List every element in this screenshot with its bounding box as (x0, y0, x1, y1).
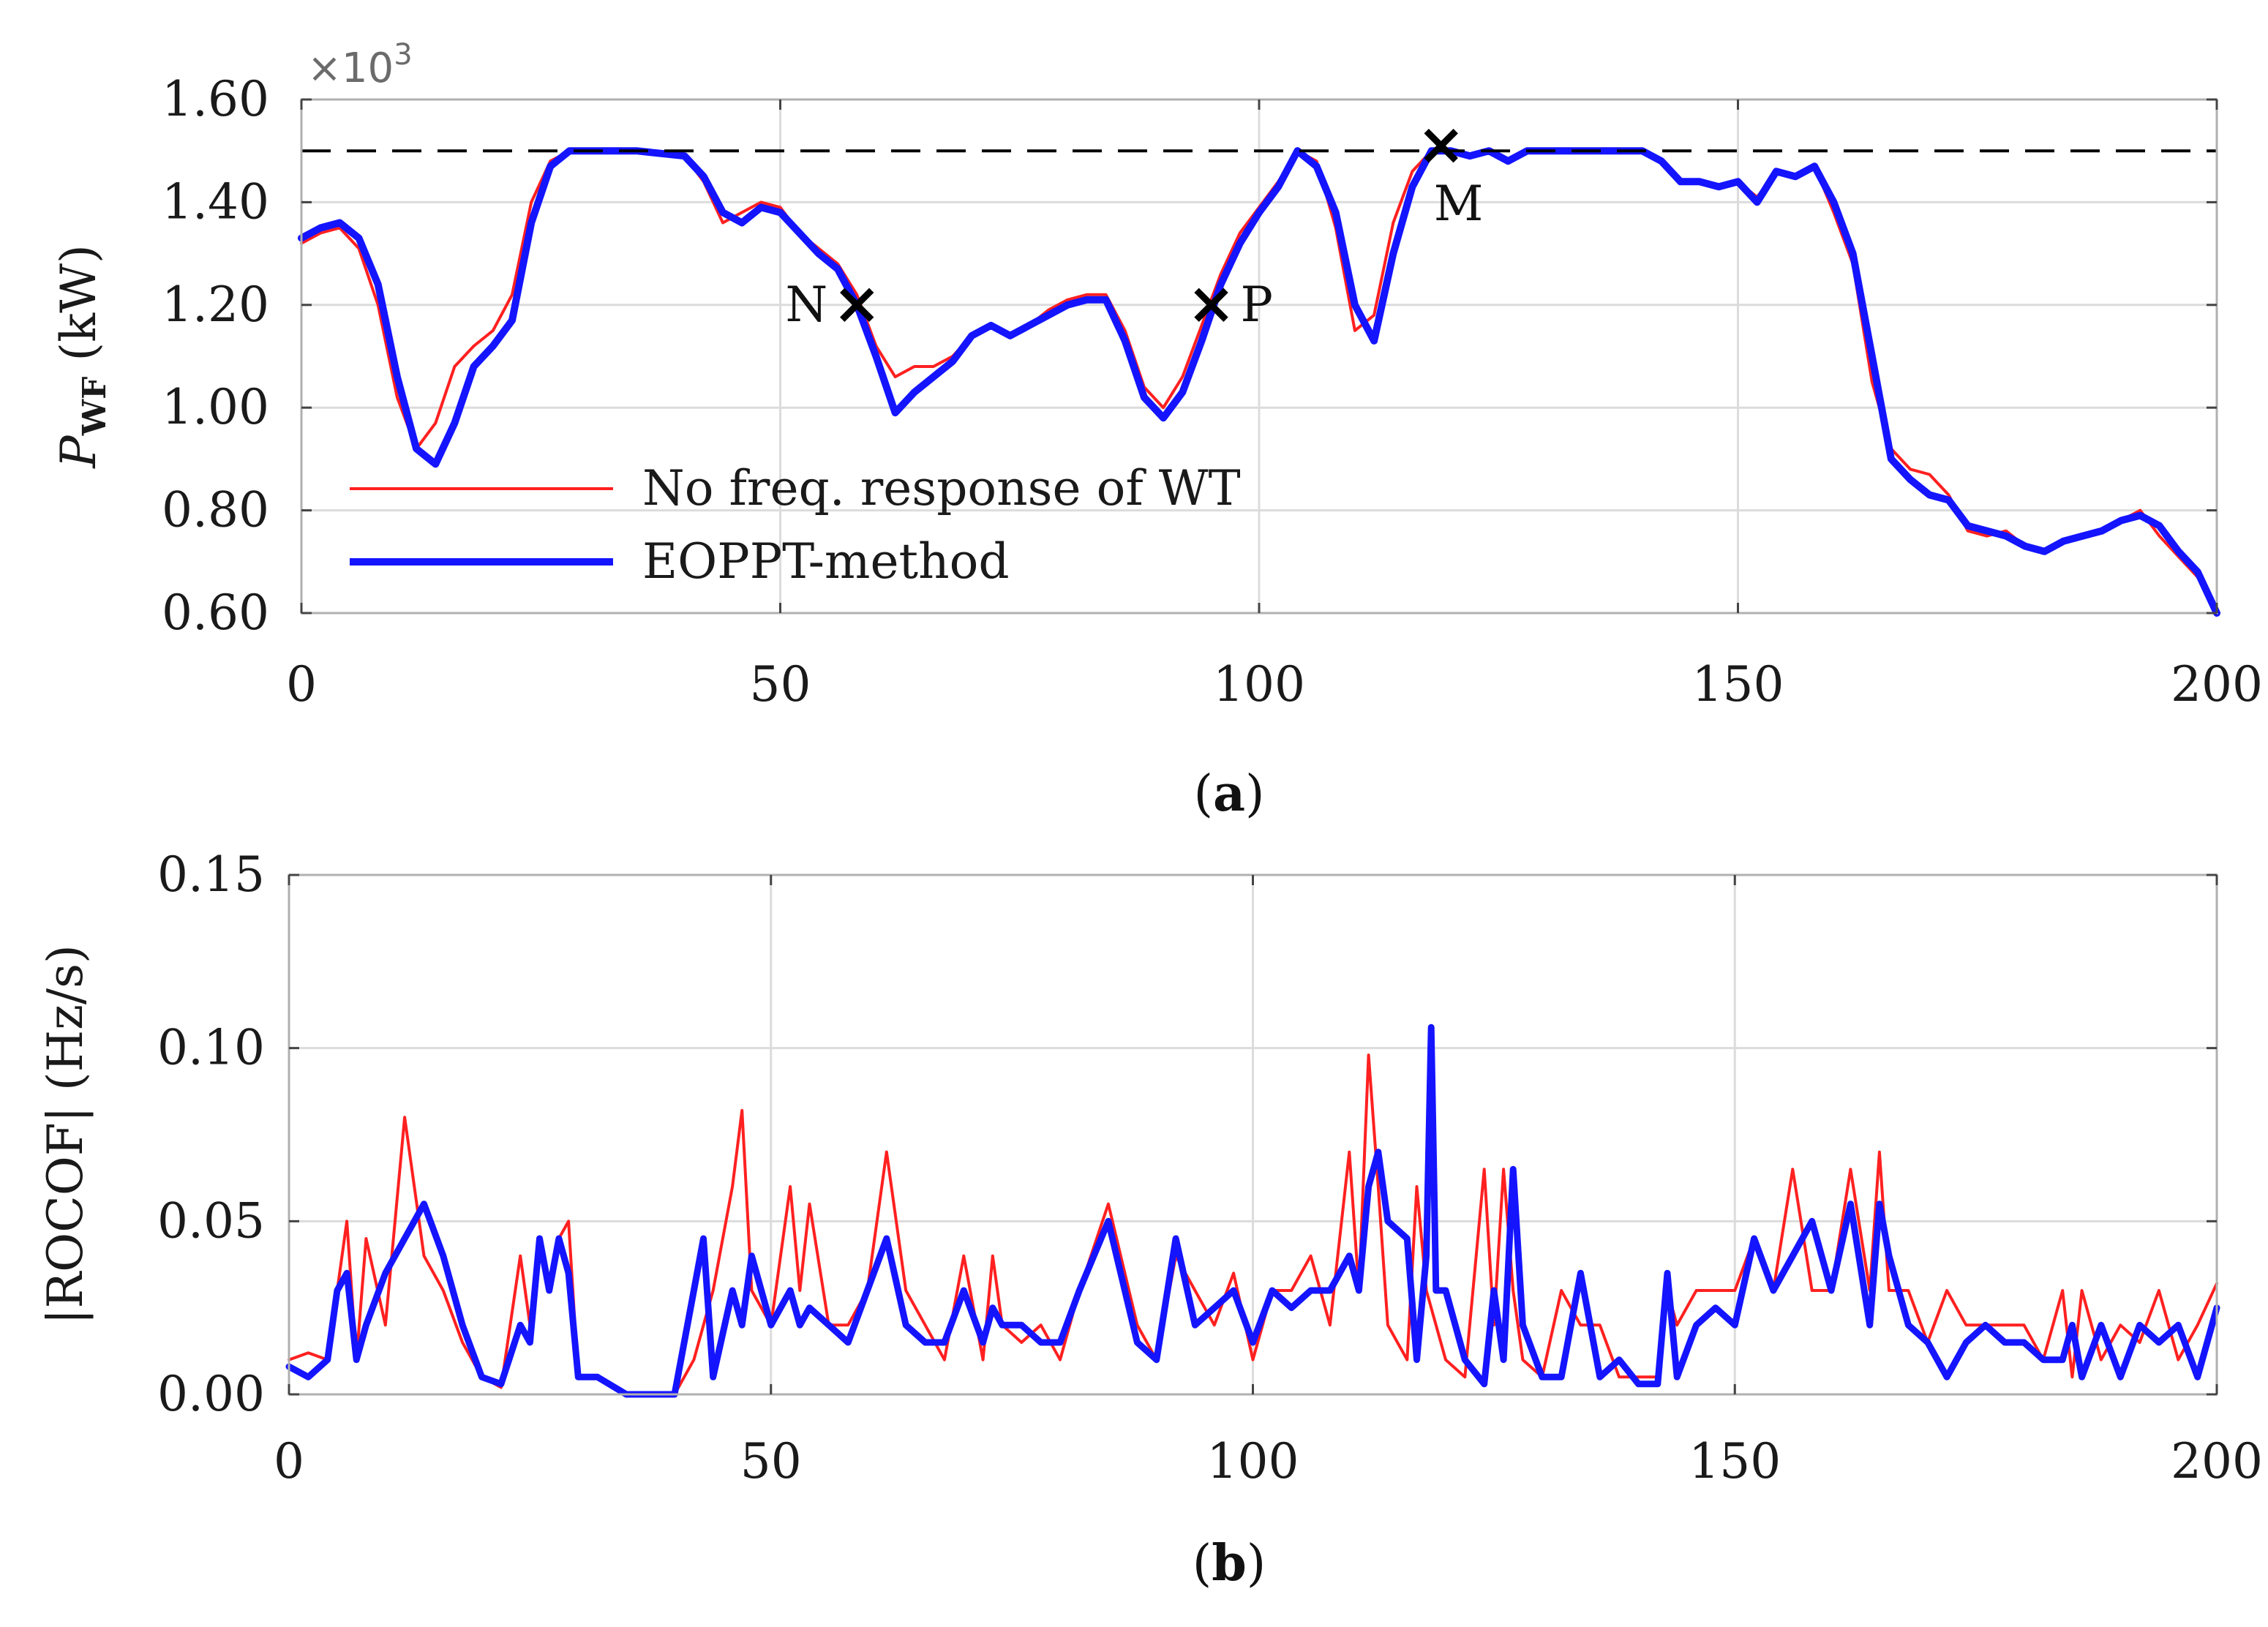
series-b (285, 1023, 2220, 1398)
markers-a: N P M (785, 128, 1484, 333)
caption-b: (b) (1193, 1534, 1266, 1593)
marker-label-m: M (1434, 176, 1484, 232)
x-tick-label: 150 (1692, 656, 1784, 713)
y-tick-label: 0.00 (157, 1366, 265, 1422)
x-tick-label: 100 (1213, 656, 1305, 713)
series-line-no-freq-response (288, 1053, 2218, 1396)
x-tick-label: 0 (286, 656, 317, 713)
x-tick-label: 0 (274, 1433, 304, 1489)
marker-m (1424, 128, 1458, 163)
y-tick-label: 1.20 (162, 277, 269, 333)
y-tick-label: 1.60 (162, 71, 269, 127)
power-chart: 0 50 100 150 200 0.60 0.80 1.00 1.20 1.40 1.60 N P M… (50, 38, 2263, 823)
legend-label-eoppt: EOPPT-method (642, 533, 1010, 590)
x-tick-label: 50 (740, 1433, 802, 1489)
ticks-b: 0 50 100 150 200 0.00 0.05 0.10 0.15 (157, 846, 2263, 1489)
marker-n (840, 288, 874, 322)
ticks-a: 0 50 100 150 200 0.60 0.80 1.00 1.20 1.40 1.60 (162, 71, 2263, 713)
x-tick-label: 150 (1689, 1433, 1781, 1489)
legend-a: No freq. response of WT EOPPT-method (350, 460, 1241, 590)
marker-p (1194, 288, 1228, 322)
rocof-chart: 0 50 100 150 200 0.00 0.05 0.10 0.15 |ROCOF| (Hz… (37, 846, 2263, 1593)
y-tick-label: 1.40 (162, 173, 269, 230)
marker-label-p: P (1241, 277, 1273, 333)
series-line-eoppt (285, 1023, 2220, 1398)
legend-label-no-freq-response: No freq. response of WT (642, 460, 1241, 516)
y-axis-label-b: |ROCOF| (Hz/s) (37, 944, 94, 1325)
marker-label-n: N (785, 277, 827, 333)
y-axis-label-a: PWF (kW) (50, 244, 113, 468)
y-tick-label: 0.60 (162, 585, 269, 641)
caption-a: (a) (1193, 764, 1264, 823)
x-tick-label: 200 (2171, 1433, 2263, 1489)
x-tick-label: 50 (750, 656, 811, 713)
y-tick-label: 0.80 (162, 482, 269, 538)
y-tick-label: 1.00 (162, 379, 269, 435)
y-tick-label: 0.15 (157, 846, 265, 903)
exponent-label: ×103 (307, 38, 413, 92)
y-tick-label: 0.10 (157, 1020, 265, 1076)
x-tick-label: 200 (2171, 656, 2263, 713)
y-tick-label: 0.05 (157, 1192, 265, 1249)
x-tick-label: 100 (1207, 1433, 1299, 1489)
